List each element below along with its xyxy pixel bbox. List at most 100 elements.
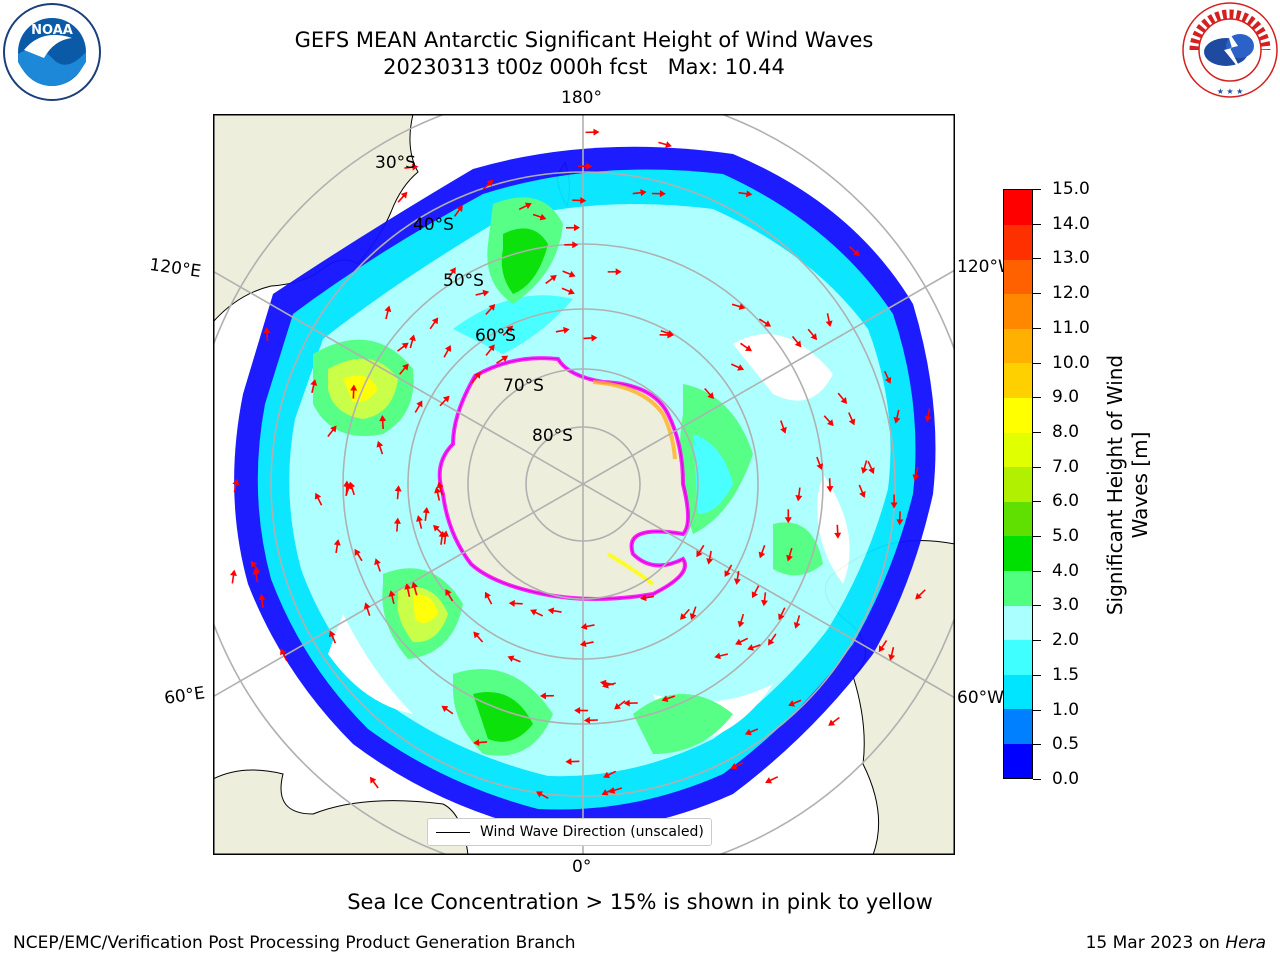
wave-direction-arrow (350, 384, 358, 399)
wave-direction-arrow (545, 274, 557, 285)
wave-direction-arrow (696, 544, 705, 558)
wave-direction-arrow (388, 590, 396, 605)
wave-direction-arrow (825, 313, 833, 328)
colorbar-tick-label: 11.0 (1052, 317, 1090, 338)
wave-direction-arrow (778, 607, 786, 621)
colorbar-tick-label: 7.0 (1052, 456, 1080, 477)
wave-direction-arrow (518, 202, 532, 211)
wave-direction-arrow (731, 303, 746, 310)
colorbar-band (1004, 605, 1032, 641)
wave-direction-arrow (496, 355, 509, 364)
wave-direction-arrow (912, 467, 920, 481)
colorbar-tick-label: 1.0 (1052, 699, 1080, 720)
wave-direction-arrow (893, 409, 901, 424)
wave-direction-arrow (565, 758, 580, 766)
wave-direction-arrow (434, 486, 441, 501)
land-africa (213, 769, 469, 855)
colorbar-tick-label: 8.0 (1052, 421, 1080, 442)
noaa-logo: NOAA (2, 2, 102, 102)
wave-direction-arrow (651, 190, 666, 198)
wave-direction-arrow (602, 681, 616, 689)
colorbar-band (1004, 674, 1032, 710)
wave-direction-arrow (924, 408, 932, 423)
wave-direction-arrow (704, 387, 715, 399)
lat-label-60s: 60°S (475, 326, 516, 346)
lon-label-0: 0° (572, 857, 592, 877)
wave-direction-arrow (343, 480, 351, 495)
footer-date-text: 15 Mar 2023 on (1085, 933, 1220, 953)
wave-direction-arrow (393, 517, 401, 532)
wave-direction-arrow (603, 770, 617, 779)
wave-direction-arrow (714, 652, 729, 660)
wave-direction-arrow (860, 460, 868, 474)
wave-direction-arrow (735, 637, 749, 646)
colorbar-band (1004, 224, 1032, 260)
wave-direction-arrow (579, 640, 594, 648)
colorbar-tick-label: 12.0 (1052, 283, 1090, 304)
wave-direction-arrow (848, 412, 856, 426)
colorbar-band (1004, 743, 1032, 779)
colorbar-tick-mark (1033, 258, 1041, 260)
wave-direction-arrow (484, 591, 493, 605)
wave-direction-arrow (363, 602, 371, 616)
colorbar-band (1004, 570, 1032, 606)
colorbar-tick-mark (1033, 501, 1041, 503)
lat-label-70s: 70°S (503, 376, 544, 396)
wave-direction-arrow (280, 648, 288, 662)
wave-direction-arrow (409, 334, 416, 349)
wave-direction-arrow (379, 415, 387, 430)
colorbar-tick-mark (1033, 293, 1041, 295)
colorbar-band (1004, 293, 1032, 329)
wave-direction-arrow (878, 640, 888, 653)
wave-direction-arrow (502, 325, 514, 336)
wave-direction-arrow (738, 190, 753, 198)
wave-direction-arrow (848, 246, 860, 257)
wave-direction-arrow (376, 440, 384, 455)
wave-direction-arrow (793, 615, 801, 629)
wave-direction-arrow (760, 592, 768, 607)
colorbar-tick-label: 3.0 (1052, 595, 1080, 616)
colorbar-band (1004, 362, 1032, 399)
wave-direction-arrow (447, 267, 456, 280)
wave-direction-arrow (485, 303, 496, 315)
wave-direction-arrow (747, 644, 761, 651)
colorbar-tick-mark (1033, 362, 1041, 364)
wave-direction-arrow (632, 189, 647, 197)
colorbar-tick-label: 13.0 (1052, 248, 1090, 269)
wave-direction-arrow (574, 706, 589, 714)
wave-direction-arrow (414, 400, 423, 413)
colorbar-tick-mark (1033, 605, 1041, 607)
wave-direction-arrow (689, 606, 697, 620)
lon-label-180: 180° (561, 88, 602, 108)
colorbar-tick-mark (1033, 640, 1041, 642)
wave-direction-arrow (439, 395, 450, 407)
colorbar-tick-label: 15.0 (1052, 179, 1090, 199)
colorbar-tick-mark (1033, 536, 1041, 538)
wave-direction-arrow (758, 544, 766, 559)
wave-direction-arrow (791, 335, 802, 348)
colorbar-tick-label: 9.0 (1052, 387, 1080, 408)
wave-direction-arrow (394, 485, 402, 500)
wave-direction-arrow (890, 494, 898, 509)
wave-direction-arrow (561, 287, 575, 295)
wave-direction-arrow (475, 289, 490, 297)
wave-direction-arrow (263, 327, 271, 342)
wave-direction-arrow (258, 593, 266, 608)
wave-direction-arrow (555, 326, 570, 334)
wave-direction-arrow (915, 589, 926, 600)
wave-direction-arrow (640, 594, 655, 602)
wave-direction-arrow (532, 213, 547, 221)
legend-line-swatch (436, 831, 470, 833)
wave-direction-arrow (232, 478, 240, 493)
wave-direction-arrow (744, 728, 759, 736)
wave-direction-arrow (660, 329, 675, 337)
wave-direction-arrow (780, 420, 787, 434)
wave-direction-arrow (250, 560, 260, 573)
colorbar-tick-mark (1033, 779, 1041, 780)
wave-direction-arrow (252, 568, 260, 583)
colorbar-tick-label: 0.5 (1052, 734, 1080, 755)
colorbar-band (1004, 466, 1032, 502)
wave-direction-arrow (823, 415, 834, 427)
colorbar-tick-label: 0.0 (1052, 769, 1080, 789)
wind-wave-arrows (230, 128, 932, 799)
